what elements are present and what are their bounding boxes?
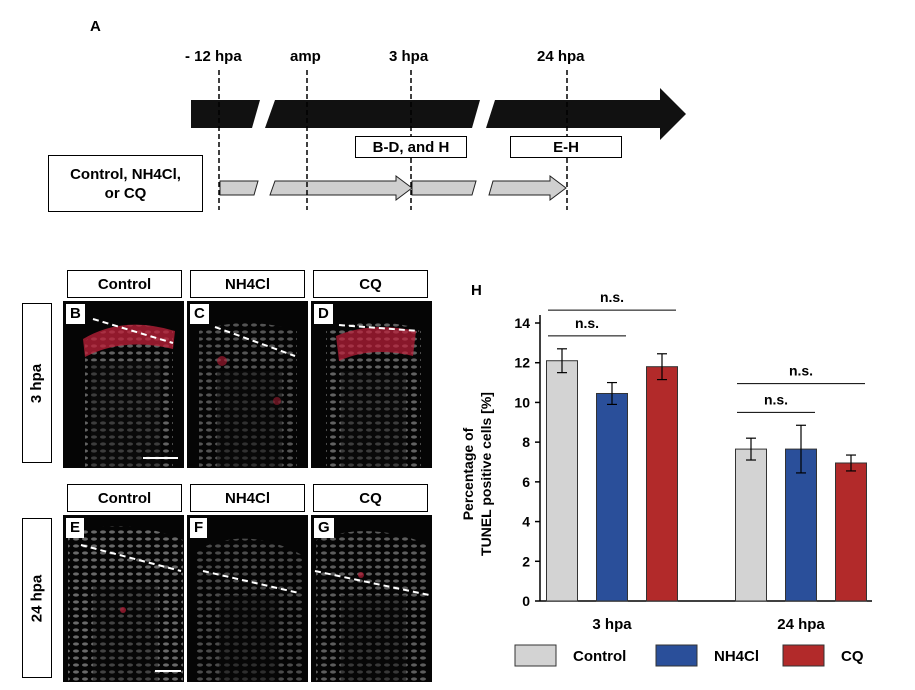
time-label-minus12: - 12 hpa (185, 48, 242, 65)
col-header-control-1: Control (67, 270, 182, 298)
bar-nh4cl-0 (596, 392, 628, 602)
image-e-content (68, 526, 183, 682)
y-tick-label: 4 (522, 514, 530, 530)
image-panel-b: B (63, 301, 184, 468)
image-letter-b: B (66, 304, 85, 324)
treatment-arrow-3 (411, 180, 477, 196)
y-tick-label: 14 (514, 315, 530, 331)
legend-swatch-0 (514, 644, 557, 667)
time-label-3hpa: 3 hpa (389, 48, 429, 65)
significance-label: n.s. (600, 289, 624, 305)
bar-control-1 (735, 448, 767, 602)
bar-nh4cl-1 (785, 448, 817, 602)
bar-cq-1 (835, 462, 867, 602)
image-letter-e: E (66, 518, 85, 538)
legend-swatch-1 (655, 644, 698, 667)
image-panel-e: E (63, 515, 184, 682)
image-letter-c: C (190, 304, 209, 324)
y-tick-label: 2 (522, 553, 530, 569)
y-axis-label-line: Percentage of (460, 427, 476, 520)
image-f-content (197, 538, 302, 682)
row-label-3hpa-text: 3 hpa (28, 363, 46, 403)
legend-label-1: NH4Cl (714, 648, 759, 665)
image-d-content (326, 322, 421, 468)
image-letter-g: G (314, 518, 334, 538)
legend-label-2: CQ (841, 648, 864, 665)
y-tick-label: 8 (522, 434, 530, 450)
time-label-24hpa: 24 hpa (537, 48, 585, 65)
y-axis-label-line: TUNEL positive cells [%] (478, 392, 494, 556)
col-header-control-2: Control (67, 484, 182, 512)
image-g-content (314, 531, 430, 682)
y-tick-label: 6 (522, 474, 530, 490)
treatment-line-2: or CQ (104, 184, 147, 202)
row-label-3hpa: 3 hpa (22, 303, 52, 463)
box-b-d-h: B-D, and H (355, 136, 467, 158)
treatment-arrow-1 (219, 180, 259, 196)
image-panel-c: C (187, 301, 308, 468)
image-panel-f: F (187, 515, 308, 682)
y-tick-label: 12 (514, 355, 530, 371)
panel-h-letter: H (471, 282, 482, 299)
significance-label: n.s. (764, 391, 788, 407)
legend-swatch-2 (782, 644, 825, 667)
treatment-line-1: Control, NH4Cl, (70, 165, 181, 183)
timeline-segment-3 (486, 88, 686, 140)
image-letter-f: F (190, 518, 208, 538)
treatment-arrow-4 (488, 175, 567, 201)
timeline-segment-1 (191, 100, 260, 128)
timeline-segment-2 (265, 100, 480, 128)
y-tick-label: 10 (514, 394, 530, 410)
tunel-bar-chart: 0 2 4 6 8 10 12 14 Percentage of TUNEL positive c… (460, 289, 872, 667)
row-label-24hpa-text: 24 hpa (28, 574, 46, 622)
image-letter-d: D (314, 304, 333, 324)
x-category-label: 3 hpa (592, 616, 632, 633)
image-panel-g: G (311, 515, 432, 682)
box-e-h: E-H (510, 136, 622, 158)
col-header-nh4cl-2: NH4Cl (190, 484, 305, 512)
significance-label: n.s. (575, 315, 599, 331)
y-axis-label: Percentage of TUNEL positive cells [%] (460, 392, 494, 556)
image-panel-d: D (311, 301, 432, 468)
col-header-nh4cl-1: NH4Cl (190, 270, 305, 298)
bar-control-0 (546, 360, 578, 602)
row-label-24hpa: 24 hpa (22, 518, 52, 678)
col-header-cq-1: CQ (313, 270, 428, 298)
bar-cq-0 (646, 366, 678, 602)
treatment-box: Control, NH4Cl, or CQ (48, 155, 203, 212)
panel-a-letter: A (90, 18, 101, 35)
image-c-content (199, 323, 297, 468)
col-header-cq-2: CQ (313, 484, 428, 512)
legend-label-0: Control (573, 648, 626, 665)
x-category-label: 24 hpa (777, 616, 825, 633)
significance-label: n.s. (789, 363, 813, 379)
image-b-content (83, 318, 178, 468)
y-tick-label: 0 (522, 593, 530, 609)
time-label-amp: amp (290, 48, 321, 65)
treatment-arrow-2 (269, 175, 413, 201)
timeline-graphic (191, 70, 686, 210)
